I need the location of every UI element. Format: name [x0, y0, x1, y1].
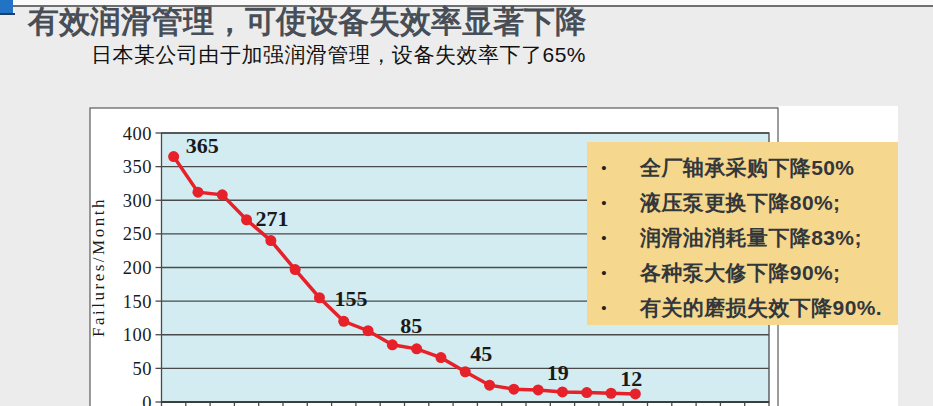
benefit-text: 全厂轴承采购下降50% [640, 154, 854, 182]
benefit-item: • 全厂轴承采购下降50% [587, 150, 898, 185]
data-label: 19 [547, 360, 569, 385]
bullet-icon: • [595, 264, 613, 281]
y-axis-label: 200 [123, 258, 152, 278]
benefit-text: 液压泵更换下降80%; [640, 189, 840, 217]
data-point [581, 387, 592, 398]
y-axis-label: 50 [133, 359, 153, 379]
bullet-icon: • [595, 194, 613, 211]
benefits-callout-box: • 全厂轴承采购下降50% • 液压泵更换下降80%; • 润滑油消耗量下降83%; • 各种… [587, 142, 898, 325]
data-point [435, 352, 446, 363]
data-point [606, 388, 617, 399]
data-point [290, 264, 301, 275]
data-label: 365 [186, 133, 219, 158]
data-label: 155 [334, 286, 367, 311]
benefit-text: 有关的磨损失效下降90%. [640, 294, 882, 322]
data-point [484, 380, 495, 391]
data-label: 12 [620, 366, 642, 391]
y-axis-label: 350 [123, 157, 152, 177]
benefit-item: • 液压泵更换下降80%; [587, 185, 898, 220]
y-axis-label: 400 [123, 124, 152, 144]
data-label: 45 [470, 341, 492, 366]
data-point [314, 292, 325, 303]
benefit-item: • 各种泵大修下降90%; [587, 255, 898, 290]
y-axis-label: 150 [123, 292, 152, 312]
data-point [387, 339, 398, 350]
data-point [168, 151, 179, 162]
data-point [533, 384, 544, 395]
data-point [217, 189, 228, 200]
data-point [192, 187, 203, 198]
y-axis-label: 100 [123, 325, 152, 345]
data-label: 85 [400, 313, 422, 338]
benefit-item: • 有关的磨损失效下降90%. [587, 290, 898, 325]
data-point [338, 316, 349, 327]
data-label: 271 [256, 206, 289, 231]
bullet-icon: • [595, 229, 613, 246]
data-point [411, 343, 422, 354]
data-point [460, 366, 471, 377]
bullet-icon: • [595, 299, 613, 316]
bullet-icon: • [595, 159, 613, 176]
data-point [265, 235, 276, 246]
benefit-text: 各种泵大修下降90%; [640, 259, 840, 287]
data-point [557, 386, 568, 397]
data-point [508, 384, 519, 395]
data-point [363, 325, 374, 336]
y-axis-title: Failures/Month [89, 197, 108, 337]
benefit-item: • 润滑油消耗量下降83%; [587, 220, 898, 255]
y-axis-label: 250 [123, 224, 152, 244]
y-axis-label: 0 [142, 393, 152, 406]
data-point [241, 214, 252, 225]
benefit-text: 润滑油消耗量下降83%; [640, 224, 862, 252]
y-axis-label: 300 [123, 191, 152, 211]
